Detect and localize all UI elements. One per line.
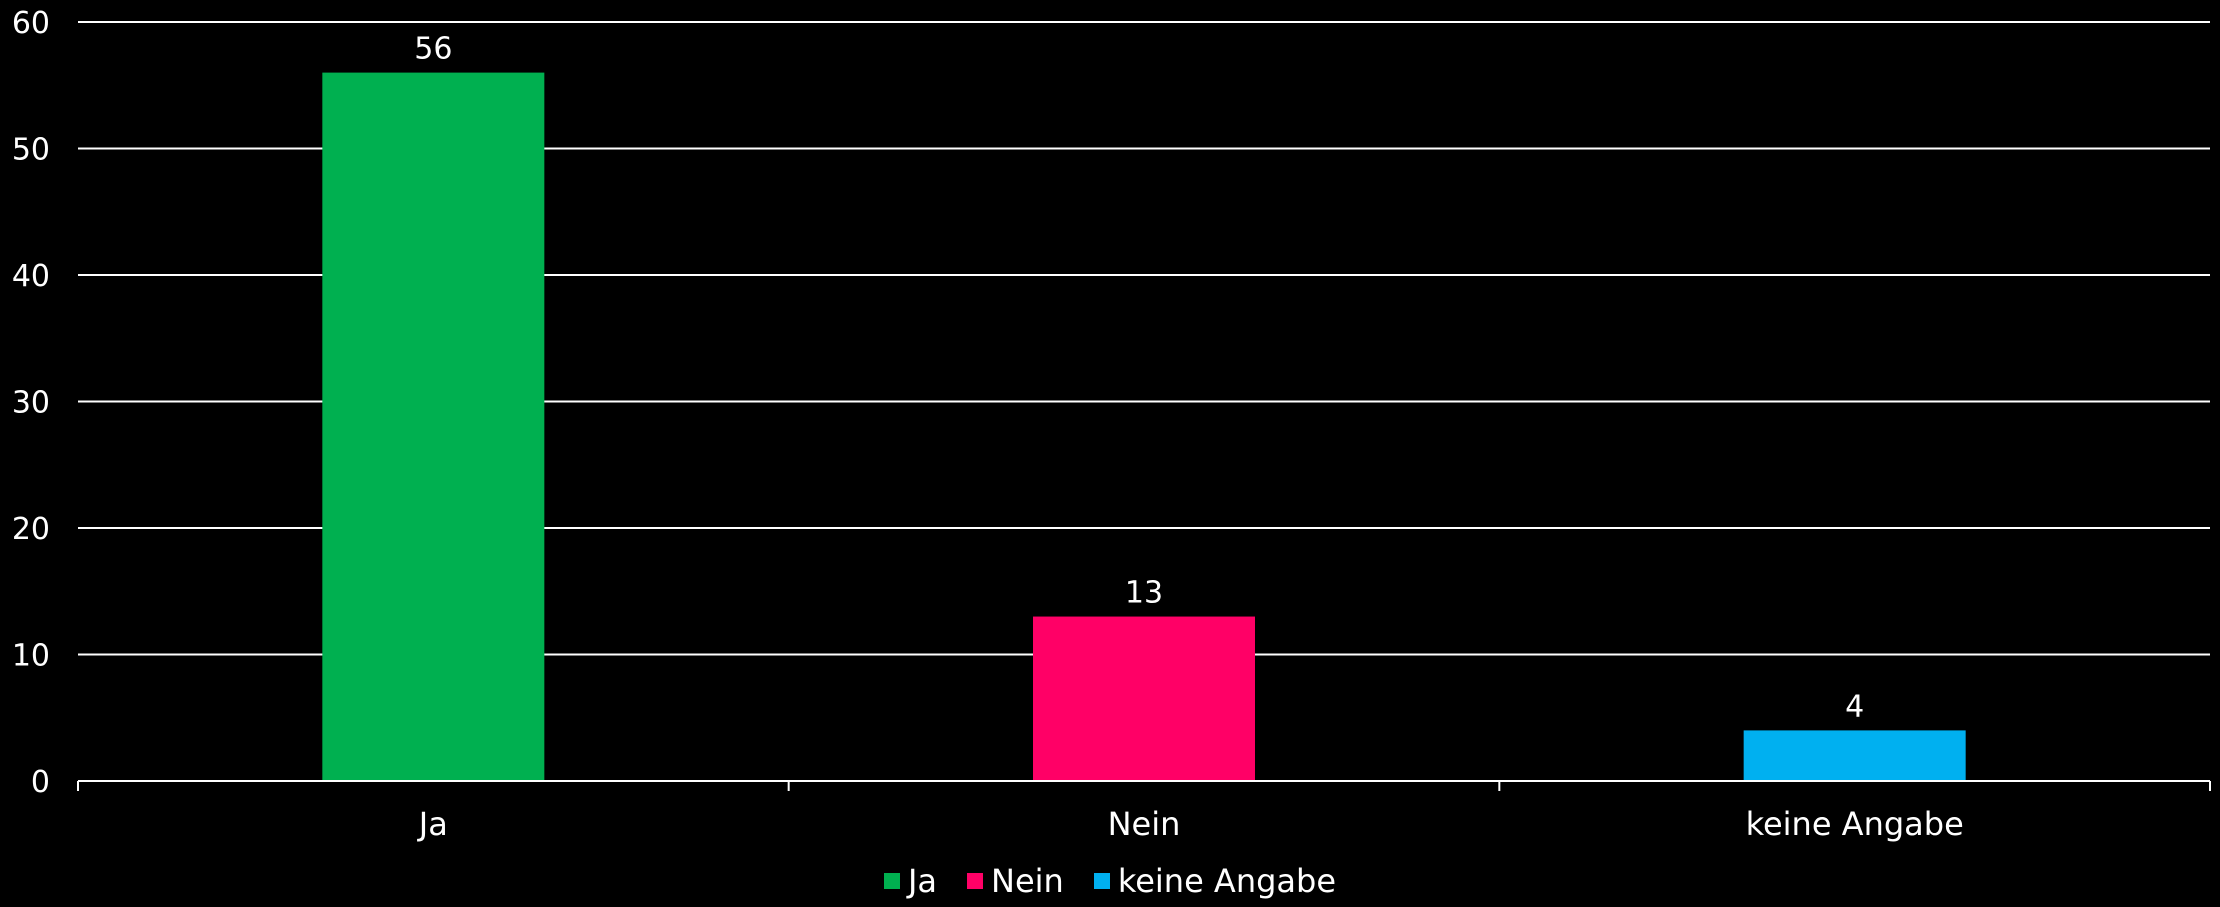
labels: 0 10 20 30 40 50 60 56 Ja 13 Nein 4 keine Angabe bbox=[12, 6, 1964, 843]
data-label: 13 bbox=[1125, 576, 1163, 611]
legend-swatch bbox=[883, 873, 900, 889]
y-tick-label: 60 bbox=[12, 6, 50, 41]
legend-label: Nein bbox=[991, 862, 1064, 900]
data-label: 4 bbox=[1845, 689, 1864, 724]
x-category-label: keine Angabe bbox=[1746, 805, 1964, 843]
x-category-label: Ja bbox=[417, 805, 448, 843]
y-tick-label: 0 bbox=[31, 765, 50, 800]
bars bbox=[322, 72, 1966, 782]
bar bbox=[1743, 730, 1966, 781]
legend: Ja Nein keine Angabe bbox=[0, 862, 2220, 900]
x-category-label: Nein bbox=[1108, 805, 1181, 843]
y-tick-label: 30 bbox=[12, 386, 50, 421]
legend-item: keine Angabe bbox=[1093, 862, 1337, 900]
legend-swatch bbox=[967, 873, 984, 889]
bar bbox=[1033, 616, 1255, 781]
y-tick-label: 20 bbox=[12, 512, 50, 547]
bar bbox=[322, 72, 545, 782]
legend-swatch bbox=[1093, 873, 1110, 889]
legend-item: Nein bbox=[967, 862, 1064, 900]
legend-item: Ja bbox=[883, 862, 938, 900]
axes bbox=[77, 780, 2211, 791]
y-tick-label: 10 bbox=[12, 639, 50, 674]
y-tick-label: 50 bbox=[12, 133, 50, 168]
data-label: 56 bbox=[414, 32, 452, 67]
y-tick-label: 40 bbox=[12, 259, 50, 294]
legend-label: keine Angabe bbox=[1117, 862, 1337, 900]
legend-label: Ja bbox=[907, 862, 938, 900]
